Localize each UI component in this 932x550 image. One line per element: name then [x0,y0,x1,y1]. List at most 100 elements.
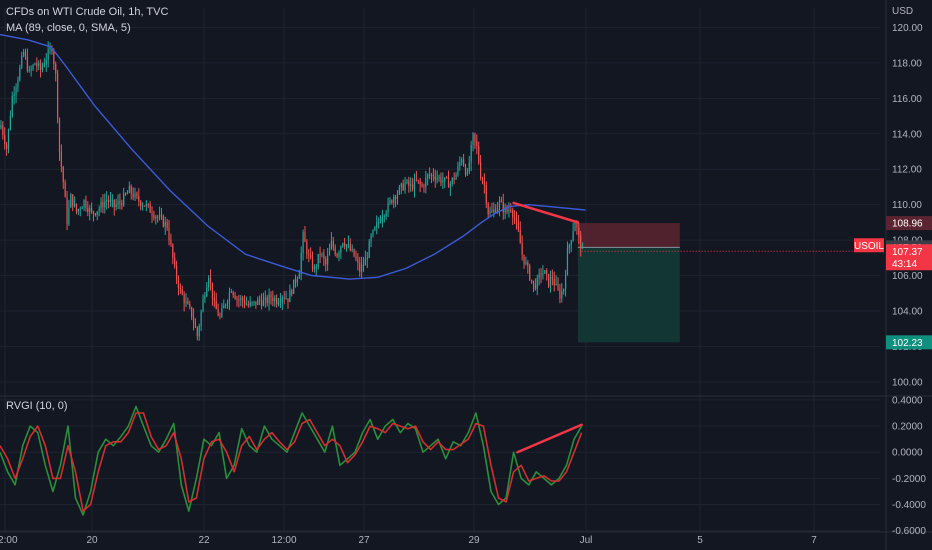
candle-down [546,270,548,274]
candle-down [85,199,87,209]
ma-line [0,33,586,280]
candle-up [563,289,565,291]
take-profit-zone[interactable] [577,247,680,343]
candle-up [427,174,429,178]
candle-down [259,299,261,301]
candle-down [551,277,553,279]
candle-up [123,193,125,206]
candle-up [498,200,501,208]
candle-down [344,243,346,247]
candle-down [559,289,561,299]
price-tick-label: 112.00 [892,165,922,176]
candle-down [417,179,419,181]
candle-down [353,249,355,257]
candle-up [400,183,402,187]
rvgi-tick-label: -0.6000 [892,526,926,537]
candle-down [412,184,414,190]
candle-down [177,278,180,289]
candle-down [211,282,214,299]
stop-price-badge: 108.96 [892,219,923,230]
candle-up [378,222,380,224]
candle-down [491,211,493,213]
candle-up [109,200,112,202]
candle-up [230,291,232,293]
candle-down [189,303,191,308]
time-tick-label: Jul [580,535,593,546]
candle-down [236,298,238,300]
candle-down [334,247,336,255]
candle-up [455,174,457,180]
price-tick-label: 120.00 [892,23,923,34]
time-tick-label: 12:00 [0,535,18,546]
indicator-legend[interactable]: RVGI (10, 0) [6,400,68,412]
candle-up [472,133,474,145]
current-price-badge-bg [886,244,932,271]
candle-up [70,194,72,208]
stop-loss-zone[interactable] [577,223,680,248]
candle-up [561,290,563,299]
candle-up [385,212,387,216]
candle-up [28,69,30,71]
candle-down [540,273,542,275]
candle-down [232,291,234,295]
candle-down [502,201,504,213]
candle-up [208,277,210,288]
rvgi-tick-label: 0.2000 [892,422,923,433]
candle-up [279,301,282,303]
candle-up [262,299,265,306]
candle-up [0,125,2,129]
candle-down [209,277,212,283]
candle-down [434,176,436,180]
rvgi-main-line [0,405,583,516]
candle-down [355,256,357,260]
candle-down [113,199,115,208]
candle-down [310,255,312,258]
candle-up [321,254,323,256]
candle-down [429,174,431,176]
candle-down [478,146,480,163]
rvgi-signal-line [0,412,583,512]
candle-down [513,217,516,220]
candle-up [9,116,11,130]
candle-up [228,292,231,302]
price-tick-label: 110.00 [892,200,922,211]
candle-down [238,299,240,301]
candle-up [466,171,468,175]
candle-down [534,284,536,289]
candle-up [568,244,570,249]
candle-down [260,300,263,306]
position-zones[interactable] [577,223,680,343]
candle-up [15,87,17,95]
candle-up [364,259,367,266]
candle-up [23,51,25,56]
time-tick-label: 27 [358,535,370,546]
candle-up [328,248,331,256]
candle-up [13,94,15,96]
countdown-badge: 43:14 [892,259,917,270]
trendline-drawings[interactable] [512,201,583,454]
candle-up [461,159,463,163]
candle-down [495,209,497,213]
ma-legend[interactable]: MA (89, close, 0, SMA, 5) [6,22,131,34]
candle-up [200,311,202,326]
price-trendline[interactable] [512,201,580,224]
candle-down [90,208,93,212]
candle-up [41,66,44,71]
rvgi-trendline[interactable] [516,423,583,454]
candle-down [147,204,149,206]
stop-price-badge-bg [886,216,932,231]
price-tick-label: 116.00 [892,94,922,105]
candle-up [555,283,557,285]
candle-up [451,177,453,184]
candle-up [68,207,70,224]
candle-up [572,231,574,241]
chart-title[interactable]: CFDs on WTI Crude Oil, 1h, TVC [6,6,169,18]
candle-up [379,221,382,223]
candle-up [185,301,187,304]
candle-down [6,144,8,149]
time-tick-label: 7 [811,535,817,546]
candle-down [192,316,195,324]
candle-down [294,279,297,283]
candle-up [315,266,317,268]
